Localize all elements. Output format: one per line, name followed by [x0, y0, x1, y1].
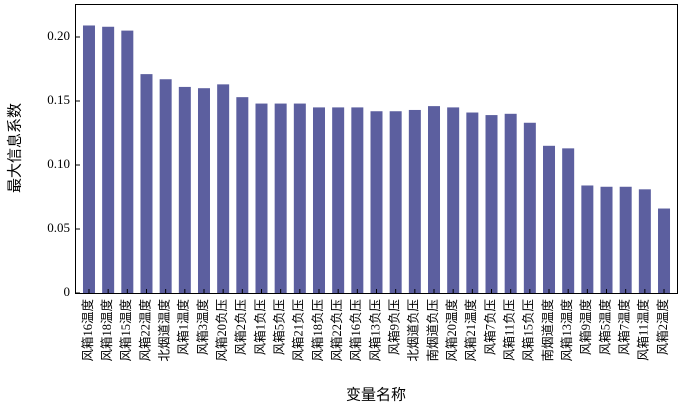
bar — [638, 189, 651, 293]
bar — [159, 79, 172, 294]
bar — [140, 74, 153, 294]
x-tick-label: 北烟道温度 — [157, 299, 172, 362]
bar — [543, 145, 556, 293]
y-tick-label: 0.10 — [47, 156, 70, 171]
bar — [619, 186, 632, 293]
x-tick-label: 风箱18温度 — [99, 299, 114, 362]
bar — [523, 122, 536, 293]
bar — [236, 97, 249, 293]
y-tick-label: 0.05 — [47, 220, 70, 235]
bar — [600, 186, 613, 293]
x-tick-label: 风箱2温度 — [655, 299, 670, 356]
x-tick-label: 风箱3温度 — [195, 299, 210, 356]
x-tick-label: 风箱9负压 — [387, 299, 402, 355]
bar — [389, 111, 402, 294]
bar — [562, 148, 575, 293]
bar — [466, 112, 479, 294]
y-tick-label: 0 — [64, 284, 71, 299]
bar — [351, 107, 364, 294]
x-tick-label: 风箱5温度 — [597, 299, 612, 356]
bar — [121, 30, 134, 293]
x-tick-label: 风箱16温度 — [80, 299, 95, 362]
bar — [197, 88, 210, 293]
x-tick-label: 风箱20温度 — [444, 299, 459, 362]
x-tick-label: 风箱15负压 — [521, 299, 536, 362]
bar — [332, 107, 345, 294]
x-tick-label: 风箱11温度 — [636, 299, 651, 362]
bar — [504, 113, 517, 293]
bar — [293, 103, 306, 293]
x-tick-label: 风箱7负压 — [482, 299, 497, 355]
x-tick-label: 风箱1负压 — [252, 299, 267, 355]
x-tick-label: 风箱21负压 — [291, 299, 306, 362]
x-tick-label: 南烟道温度 — [540, 299, 555, 362]
bar — [485, 115, 498, 293]
x-tick-label: 风箱9温度 — [578, 299, 593, 356]
bar — [274, 103, 287, 293]
bar — [447, 107, 460, 294]
bar — [217, 84, 230, 293]
y-tick-label: 0.15 — [47, 92, 70, 107]
y-tick-label: 0.20 — [47, 28, 70, 43]
bar — [581, 185, 594, 293]
x-tick-label: 北烟道负压 — [407, 299, 421, 362]
x-tick-label: 风箱15温度 — [118, 299, 133, 362]
x-tick-label: 南烟道负压 — [425, 299, 440, 362]
x-axis-label: 变量名称 — [346, 386, 406, 403]
x-tick-label: 风箱7温度 — [617, 299, 632, 356]
x-tick-label: 风箱22负压 — [329, 299, 344, 362]
bar — [370, 111, 383, 294]
bar — [658, 208, 671, 293]
bar — [408, 109, 421, 294]
x-tick-label: 风箱13负压 — [367, 299, 382, 362]
x-tick-label: 风箱5负压 — [272, 299, 287, 355]
x-tick-label: 风箱13温度 — [559, 299, 574, 362]
x-tick-label: 风箱21温度 — [463, 299, 478, 362]
x-tick-label: 风箱18负压 — [310, 299, 325, 362]
y-axis-label: 最大信息系数 — [6, 103, 23, 193]
x-tick-label: 风箱16负压 — [348, 299, 363, 362]
bar — [102, 26, 115, 293]
bar — [178, 86, 191, 293]
x-tick-label: 风箱2负压 — [233, 299, 248, 355]
bar — [82, 25, 95, 293]
x-tick-label: 风箱1温度 — [176, 299, 191, 356]
bar — [312, 107, 325, 294]
x-tick-label: 风箱11负压 — [502, 299, 517, 361]
bar — [428, 106, 441, 294]
x-tick-label: 风箱22温度 — [137, 299, 152, 362]
x-tick-label: 风箱20负压 — [214, 299, 229, 362]
bar — [255, 103, 268, 293]
